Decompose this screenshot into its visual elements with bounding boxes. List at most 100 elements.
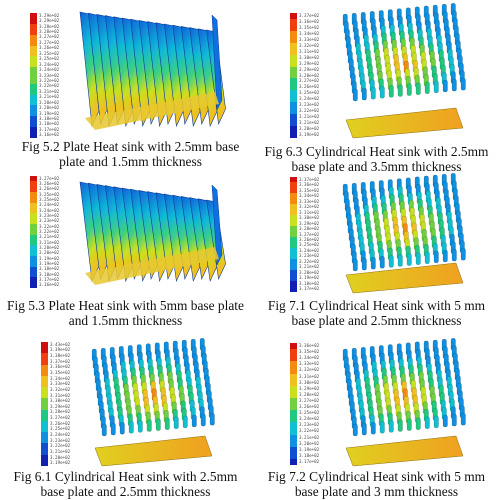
legend-label: 3.19e+02 [50, 460, 71, 466]
legend-swatch [30, 224, 37, 230]
legend-swatch [41, 392, 48, 399]
legend-swatch [290, 48, 297, 56]
legend-label: 3.20e+02 [299, 269, 320, 275]
legend-label: 3.25e+02 [299, 410, 320, 416]
pin-fin [397, 84, 403, 97]
legend-swatch [290, 355, 297, 362]
legend-label: 3.24e+02 [39, 61, 60, 67]
legend-swatch [290, 446, 297, 454]
base-plate [85, 247, 219, 285]
legend-swatch [30, 13, 37, 19]
legend-label: 3.16e+02 [39, 132, 60, 138]
legend-label: 3.35e+02 [299, 187, 320, 193]
legend-label: 3.28e+02 [299, 391, 320, 397]
legend-label: 3.28e+02 [299, 72, 320, 78]
legend-label: 3.32e+02 [299, 42, 320, 48]
legend-label: 3.18e+02 [39, 115, 60, 121]
legend-swatch [41, 432, 48, 439]
legend-label: 3.20e+02 [39, 105, 60, 111]
pin-fin [433, 80, 439, 94]
pin-fin [352, 88, 358, 102]
pin-fin-array [91, 337, 215, 467]
pin-fin [460, 77, 466, 91]
legend-label: 3.22e+02 [39, 83, 60, 89]
plate-fin-array [79, 181, 226, 285]
legend-swatch [290, 84, 297, 91]
legend-label: 3.20e+02 [39, 250, 60, 256]
pin-fin [388, 255, 394, 268]
legend-swatch [290, 404, 297, 411]
legend-swatch [290, 237, 297, 244]
legend-swatch [290, 36, 297, 44]
legend-label: 3.22e+02 [299, 108, 320, 114]
legend-swatch [290, 90, 297, 97]
legend-label: 3.24e+02 [299, 247, 320, 253]
legend-swatch [30, 132, 37, 139]
legend-swatch [30, 110, 37, 117]
legend-label: 3.34e+02 [299, 355, 320, 361]
legend-label: 3.18e+02 [299, 280, 320, 286]
color-legend: 3.43e+02 3.39e+02 3.38e+02 3.37e+02 3.36e+02… [41, 342, 81, 467]
figure-caption: Fig 6.3 Cylindrical Heat sink with 2.5mm… [251, 144, 502, 174]
legend-swatch [290, 193, 297, 200]
color-legend: 3.37e+02 3.36e+02 3.35e+02 3.34e+02 3.33e+02… [290, 177, 330, 293]
pin-fin [155, 418, 161, 431]
legend-label: 3.23e+02 [50, 437, 71, 443]
legend-swatch [41, 449, 48, 456]
legend-swatch [41, 370, 48, 377]
pin-fin-array [342, 172, 466, 294]
legend-swatch [290, 120, 297, 127]
legend-swatch [290, 30, 297, 38]
legend-swatch [290, 275, 297, 282]
legend-label: 3.27e+02 [50, 415, 71, 421]
legend-label: 3.26e+02 [299, 404, 320, 410]
legend-label: 3.29e+02 [299, 385, 320, 391]
legend-swatch [290, 361, 297, 368]
legend-label: 3.22e+02 [39, 229, 60, 234]
legend-swatch [30, 181, 37, 188]
legend-label: 3.34e+02 [299, 30, 320, 36]
legend-swatch [41, 409, 48, 416]
figure-caption: Fig 5.3 Plate Heat sink with 5mm base pl… [0, 298, 251, 328]
pin-fin [424, 81, 430, 95]
legend-swatch [30, 202, 37, 209]
legend-swatch [30, 56, 37, 63]
caption-line-2: plate and 1.5mm thickness [59, 154, 202, 169]
legend-swatch [290, 373, 297, 381]
legend-label: 3.29e+02 [299, 60, 320, 66]
legend-swatch [30, 218, 37, 225]
legend-label: 3.25e+02 [39, 56, 60, 62]
pin-fin [460, 247, 466, 261]
legend-label: 3.26e+02 [39, 181, 60, 186]
legend-swatch [41, 404, 48, 411]
figure-cell-5-3: 3.27e+02 3.26e+02 3.26e+02 3.25e+02 3.25e+02… [0, 170, 251, 335]
figure-caption: Fig 5.2 Plate Heat sink with 2.5mm base … [10, 139, 251, 169]
legend-label: 3.39e+02 [50, 347, 71, 353]
pin-fin [209, 412, 215, 426]
legend-label: 3.25e+02 [299, 242, 320, 248]
pin-fin [379, 421, 385, 434]
legend-swatch [30, 116, 37, 123]
plate-heatsink-contour-image [79, 181, 226, 285]
legend-swatch [290, 114, 297, 121]
legend-swatch [290, 13, 297, 20]
legend-label: 3.35e+02 [299, 24, 320, 30]
legend-swatch [30, 40, 37, 47]
legend-swatch [290, 215, 297, 222]
pin-fin [424, 416, 430, 430]
legend-swatch [290, 66, 297, 73]
caption-line-2: and 1.5mm thickness [68, 313, 183, 328]
legend-swatch [290, 416, 297, 423]
legend-label: 3.21e+02 [39, 234, 60, 240]
legend-label: 3.26e+02 [39, 45, 60, 51]
legend-swatch [30, 67, 37, 74]
pin-fin [361, 87, 367, 101]
plate-heatsink-contour-image [79, 11, 226, 130]
legend-swatch [290, 391, 297, 399]
pin-fin [370, 421, 376, 435]
pin-fin [433, 250, 439, 264]
legend-swatch [290, 286, 297, 293]
legend-label: 3.28e+02 [50, 409, 71, 415]
legend-label: 3.21e+02 [299, 434, 320, 440]
legend-label: 3.27e+02 [39, 175, 60, 181]
